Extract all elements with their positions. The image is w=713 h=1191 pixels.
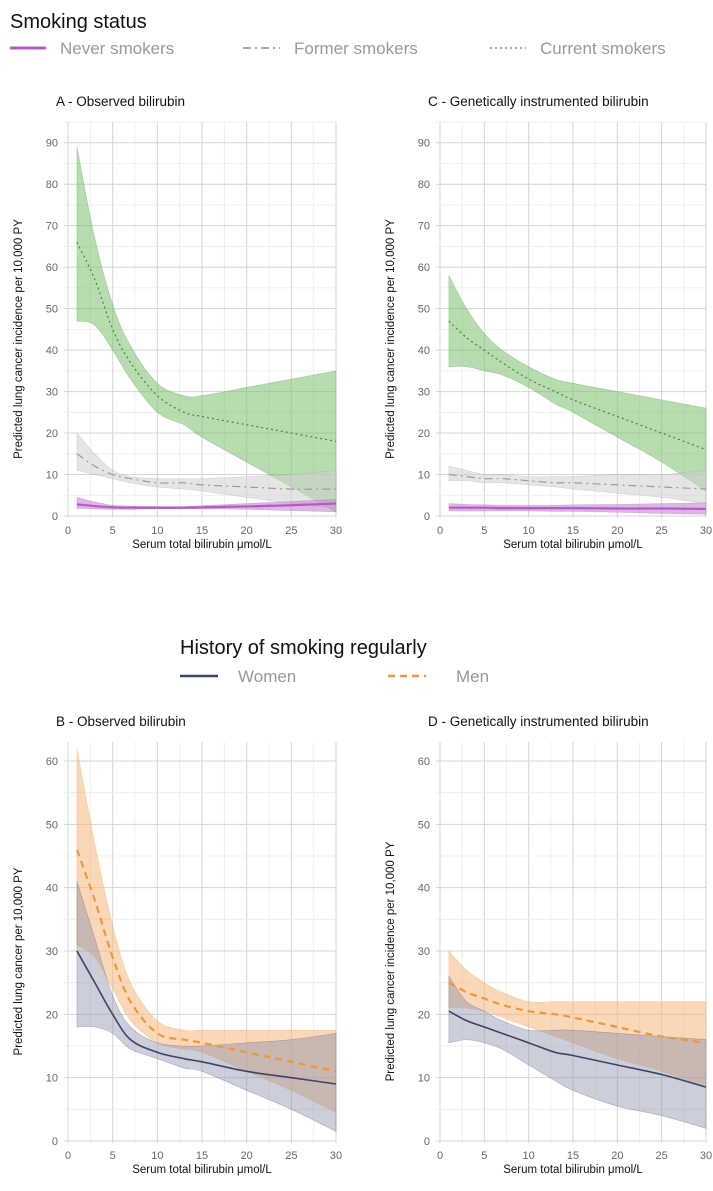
y-tick-label: 40 bbox=[418, 883, 430, 895]
x-tick-label: 0 bbox=[65, 525, 71, 537]
x-axis-label: Serum total bilirubin μmol/L bbox=[132, 539, 272, 551]
legend-item-former-smokers: Former smokers bbox=[243, 39, 418, 58]
y-tick-label: 60 bbox=[46, 756, 58, 768]
x-tick-label: 0 bbox=[437, 1150, 443, 1162]
y-tick-label: 10 bbox=[418, 1073, 430, 1085]
y-tick-label: 30 bbox=[46, 387, 58, 399]
y-tick-label: 0 bbox=[52, 1136, 58, 1148]
y-tick-label: 0 bbox=[52, 511, 58, 523]
y-tick-label: 20 bbox=[46, 428, 58, 440]
legend-label-women: Women bbox=[238, 667, 296, 686]
y-tick-label: 50 bbox=[46, 304, 58, 316]
panel-title: A - Observed bilirubin bbox=[56, 94, 185, 109]
x-tick-label: 10 bbox=[523, 525, 535, 537]
x-tick-label: 30 bbox=[330, 1150, 342, 1162]
x-tick-label: 25 bbox=[656, 1150, 668, 1162]
x-tick-label: 5 bbox=[481, 1150, 487, 1162]
y-tick-label: 0 bbox=[424, 1136, 430, 1148]
x-tick-label: 15 bbox=[196, 1150, 208, 1162]
legend-label-never: Never smokers bbox=[60, 39, 174, 58]
panel-b-observed: B - Observed bilirubin 0 5 10 15 20 25 30 0 10 20 3… bbox=[13, 714, 342, 1176]
legend-label-current: Current smokers bbox=[540, 39, 666, 58]
y-tick-label: 20 bbox=[418, 1009, 430, 1021]
x-tick-label: 5 bbox=[481, 525, 487, 537]
y-tick-label: 90 bbox=[418, 138, 430, 150]
y-tick-label: 60 bbox=[418, 756, 430, 768]
legend-smoking-status-title: Smoking status bbox=[10, 11, 147, 33]
y-tick-label: 0 bbox=[424, 511, 430, 523]
ci-band-women bbox=[77, 881, 336, 1131]
x-tick-label: 25 bbox=[656, 525, 668, 537]
y-tick-label: 30 bbox=[418, 387, 430, 399]
x-tick-label: 25 bbox=[285, 525, 297, 537]
x-tick-label: 5 bbox=[110, 525, 116, 537]
panel-title: C - Genetically instrumented bilirubin bbox=[428, 94, 649, 109]
y-axis-label: Predicted lung cancer incidence per 10,0… bbox=[13, 219, 25, 459]
x-axis-label: Serum total bilirubin μmol/L bbox=[503, 1164, 643, 1176]
ci-band-current-smokers bbox=[449, 275, 706, 491]
panel-d-genetic: D - Genetically instrumented bilirubin 0 5… bbox=[385, 714, 712, 1176]
y-tick-label: 10 bbox=[418, 470, 430, 482]
legend-smoking-status: Smoking status Never smokers Former smok… bbox=[10, 11, 666, 58]
x-tick-label: 5 bbox=[110, 1150, 116, 1162]
y-tick-label: 20 bbox=[46, 1009, 58, 1021]
legend-smoking-history: History of smoking regularly Women Men bbox=[180, 637, 489, 686]
x-tick-label: 20 bbox=[241, 1150, 253, 1162]
legend-smoking-history-title: History of smoking regularly bbox=[180, 637, 427, 659]
x-tick-label: 10 bbox=[151, 1150, 163, 1162]
x-tick-label: 20 bbox=[611, 1150, 623, 1162]
x-tick-label: 15 bbox=[196, 525, 208, 537]
y-tick-label: 50 bbox=[418, 819, 430, 831]
panel-title: D - Genetically instrumented bilirubin bbox=[428, 714, 649, 729]
legend-item-women: Women bbox=[180, 667, 296, 686]
x-tick-label: 10 bbox=[523, 1150, 535, 1162]
x-tick-label: 20 bbox=[611, 525, 623, 537]
y-tick-label: 30 bbox=[46, 946, 58, 958]
panel-c-genetic: C - Genetically instrumented bilirubin 0 5… bbox=[385, 94, 712, 551]
y-tick-label: 50 bbox=[46, 819, 58, 831]
panel-title: B - Observed bilirubin bbox=[56, 714, 186, 729]
x-tick-label: 0 bbox=[65, 1150, 71, 1162]
y-tick-label: 10 bbox=[46, 1073, 58, 1085]
x-tick-label: 30 bbox=[700, 525, 712, 537]
x-tick-label: 20 bbox=[241, 525, 253, 537]
y-tick-label: 40 bbox=[46, 345, 58, 357]
x-tick-label: 30 bbox=[330, 525, 342, 537]
y-tick-label: 80 bbox=[418, 179, 430, 191]
y-tick-label: 20 bbox=[418, 428, 430, 440]
y-tick-label: 60 bbox=[418, 262, 430, 274]
series-line-never-smokers bbox=[449, 508, 706, 509]
panel-a-observed: A - Observed bilirubin 0 5 10 15 20 25 30 0 10 20 3… bbox=[13, 94, 342, 551]
ci-band-former-smokers bbox=[449, 466, 706, 503]
y-tick-label: 30 bbox=[418, 946, 430, 958]
y-tick-label: 90 bbox=[46, 138, 58, 150]
y-axis-label: Predicted lung cancer incidence per 10,0… bbox=[385, 219, 397, 459]
y-axis-label: Predicted lung cancer per 10,000 PY bbox=[13, 867, 25, 1055]
x-tick-label: 25 bbox=[285, 1150, 297, 1162]
legend-label-men: Men bbox=[456, 667, 489, 686]
y-tick-label: 40 bbox=[418, 345, 430, 357]
legend-item-current-smokers: Current smokers bbox=[490, 39, 666, 58]
y-tick-label: 70 bbox=[46, 221, 58, 233]
x-axis-label: Serum total bilirubin μmol/L bbox=[132, 1164, 272, 1176]
legend-item-never-smokers: Never smokers bbox=[10, 39, 174, 58]
y-tick-label: 80 bbox=[46, 179, 58, 191]
x-tick-label: 10 bbox=[151, 525, 163, 537]
legend-label-former: Former smokers bbox=[294, 39, 418, 58]
x-tick-label: 30 bbox=[700, 1150, 712, 1162]
y-tick-label: 10 bbox=[46, 470, 58, 482]
y-axis-label: Predicted lung cancer incidence per 10,0… bbox=[385, 841, 397, 1081]
y-tick-label: 50 bbox=[418, 304, 430, 316]
x-axis-label: Serum total bilirubin μmol/L bbox=[503, 539, 643, 551]
y-tick-label: 70 bbox=[418, 221, 430, 233]
legend-item-men: Men bbox=[388, 667, 489, 686]
y-tick-label: 60 bbox=[46, 262, 58, 274]
x-tick-label: 15 bbox=[567, 1150, 579, 1162]
y-tick-label: 40 bbox=[46, 883, 58, 895]
x-tick-label: 15 bbox=[567, 525, 579, 537]
x-tick-label: 0 bbox=[437, 525, 443, 537]
